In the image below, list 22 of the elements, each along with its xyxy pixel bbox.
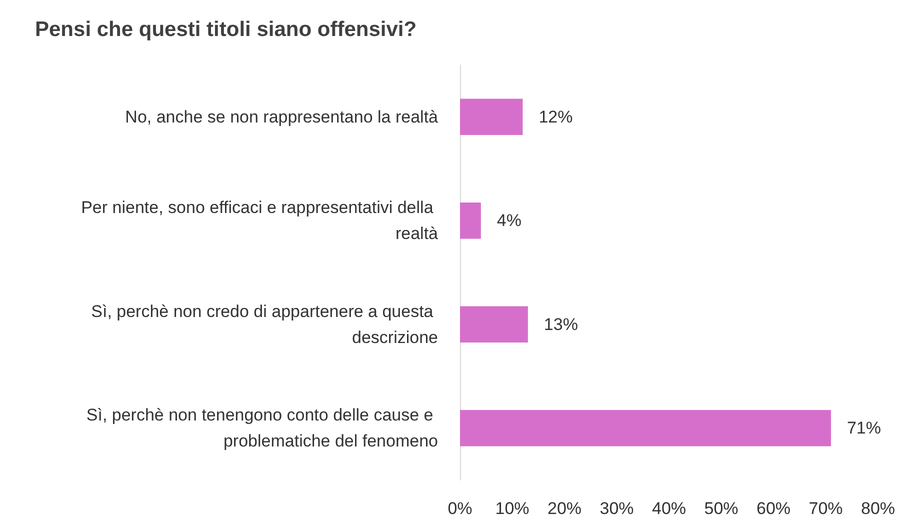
x-tick-label: 10% xyxy=(495,499,530,518)
y-tick-label: Sì, perchè non credo di appartenere a questa descrizione xyxy=(91,302,438,347)
x-tick-label: 20% xyxy=(547,499,582,518)
x-tick-label: 0% xyxy=(448,499,472,518)
y-tick-label: Per niente, sono efficaci e rappresentativi della realtà xyxy=(81,198,439,244)
x-tick-label: 70% xyxy=(808,499,843,518)
x-tick-label: 50% xyxy=(704,499,738,518)
x-tick-label: 80% xyxy=(860,499,896,518)
y-tick-label: Sì, perchè non tenengono conto delle cause e problematiche del fenomeno xyxy=(86,406,438,451)
data-label: 12% xyxy=(538,107,573,126)
bar xyxy=(460,410,831,446)
data-label: 71% xyxy=(846,418,882,438)
bar xyxy=(460,306,528,343)
data-label: 13% xyxy=(544,314,578,334)
text: Pensi che questi titoli siano offensivi? xyxy=(35,18,417,41)
y-tick-label: No, anche se non rappresentano la realtà xyxy=(125,107,439,126)
bar xyxy=(460,202,481,239)
data-label: 4% xyxy=(496,211,522,230)
x-tick-label: 40% xyxy=(652,499,686,518)
x-tick-label: 60% xyxy=(756,499,791,518)
bar xyxy=(460,98,523,136)
x-tick-label: 30% xyxy=(600,499,634,518)
